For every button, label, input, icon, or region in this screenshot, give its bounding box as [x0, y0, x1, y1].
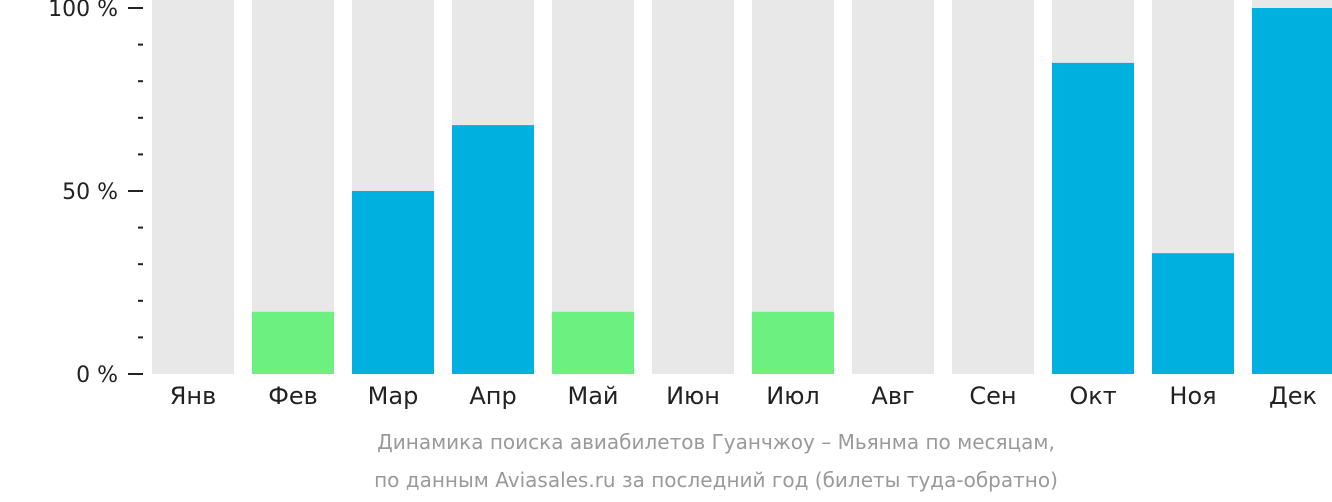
bar-month-7 — [752, 311, 834, 374]
x-axis: Янв Фев Мар Апр Май Июн Июл Авг Сен Окт Ноя Дек — [170, 382, 1317, 410]
x-tick-label-month-8: Авг — [871, 382, 914, 410]
y-tick-label: 0 % — [76, 363, 118, 388]
x-tick-label-month-4: Апр — [469, 382, 516, 410]
x-tick-label-month-11: Ноя — [1169, 382, 1216, 410]
chart-subtitle: по данным Aviasales.ru за последний год … — [374, 468, 1058, 492]
bar-track-month-9 — [952, 0, 1034, 374]
bar-track-month-6 — [652, 0, 734, 374]
x-tick-label-month-3: Мар — [368, 382, 419, 410]
x-tick-label-month-10: Окт — [1069, 382, 1116, 410]
y-tick-label: 50 % — [62, 180, 118, 205]
x-tick-label-month-5: Май — [567, 382, 618, 410]
bar-month-4 — [452, 125, 534, 375]
bar-track-month-1 — [152, 0, 234, 374]
x-tick-label-month-9: Сен — [969, 382, 1016, 410]
bar-month-12 — [1252, 8, 1332, 374]
bar-track-month-2 — [252, 0, 334, 374]
x-tick-label-month-7: Июл — [766, 382, 820, 410]
x-tick-label-month-1: Янв — [170, 382, 217, 410]
x-tick-label-month-6: Июн — [666, 382, 720, 410]
bar-month-10 — [1052, 62, 1134, 375]
y-axis: 0 % 50 % 100 % — [48, 0, 143, 388]
bar-track-month-8 — [852, 0, 934, 374]
bar-month-2 — [252, 311, 334, 374]
bar-month-5 — [552, 311, 634, 374]
x-tick-label-month-2: Фев — [268, 382, 318, 410]
bar-month-11 — [1152, 253, 1234, 374]
y-tick-label: 100 % — [48, 0, 118, 22]
bar-track-month-7 — [752, 0, 834, 374]
bars-group — [152, 0, 1332, 375]
bar-month-3 — [352, 191, 434, 374]
x-tick-label-month-12: Дек — [1269, 382, 1317, 410]
bar-track-month-5 — [552, 0, 634, 374]
chart-title: Динамика поиска авиабилетов Гуанчжоу – М… — [377, 430, 1055, 454]
